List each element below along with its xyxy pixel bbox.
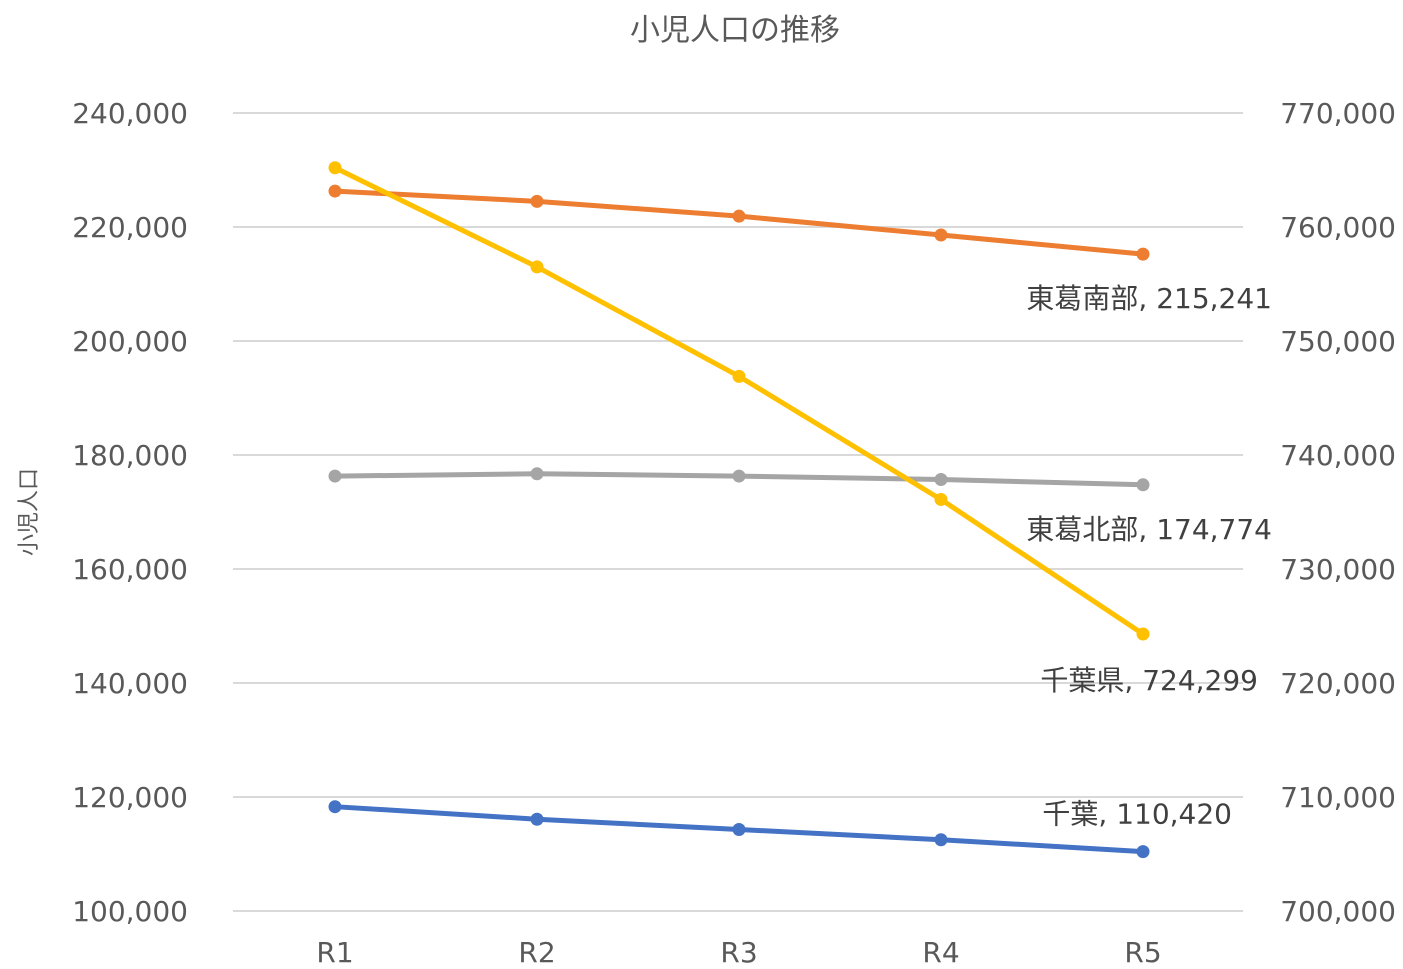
series-end-label: 東葛南部, 215,241 (1026, 282, 1272, 315)
series-line (332, 165, 1146, 637)
x-tick-label: R4 (922, 936, 959, 969)
data-point (1136, 247, 1150, 261)
data-point (530, 194, 544, 208)
data-point (732, 469, 746, 483)
x-tick-label: R1 (316, 936, 353, 969)
series-end-label: 千葉, 110,420 (1042, 798, 1232, 831)
x-tick-label: R5 (1124, 936, 1161, 969)
data-point (732, 822, 746, 836)
data-labels: 東葛南部, 215,241 東葛北部, 174,774 千葉, 110,420 千葉県… (1026, 282, 1272, 830)
series-layer (328, 161, 1150, 859)
gridlines (233, 112, 1243, 912)
series-end-label: 千葉県, 724,299 (1040, 664, 1258, 697)
data-point (530, 467, 544, 481)
chart-title: 小児人口の推移 (630, 13, 840, 48)
x-axis-ticks: R1 R2 R3 R4 R5 (316, 936, 1161, 969)
right-tick-label: 730,000 (1280, 553, 1396, 586)
right-tick-label: 750,000 (1280, 325, 1396, 358)
data-point (1136, 627, 1150, 641)
data-point (328, 469, 342, 483)
series-5-0 (328, 184, 1150, 261)
right-axis-ticks: 700,000 710,000 720,000 730,000 740,000 750,0… (1280, 97, 1396, 928)
data-point (934, 833, 948, 847)
data-point (732, 209, 746, 223)
series-5-1 (328, 467, 1150, 492)
series-right-5-3 (328, 161, 1150, 641)
data-point (732, 369, 746, 383)
left-axis-ticks: 100,000 120,000 140,000 160,000 180,000 200,0… (72, 97, 188, 928)
data-point (934, 492, 948, 506)
right-tick-label: 760,000 (1280, 211, 1396, 244)
data-point (328, 184, 342, 198)
data-point (328, 161, 342, 175)
left-tick-label: 140,000 (72, 667, 188, 700)
y-axis-label: 小児人口 (17, 468, 42, 556)
data-point (934, 228, 948, 242)
data-point (328, 800, 342, 814)
left-tick-label: 120,000 (72, 781, 188, 814)
x-tick-label: R2 (518, 936, 555, 969)
data-point (1136, 478, 1150, 492)
series-end-label: 東葛北部, 174,774 (1026, 513, 1272, 546)
right-tick-label: 770,000 (1280, 97, 1396, 130)
right-tick-label: 720,000 (1280, 667, 1396, 700)
data-point (530, 260, 544, 274)
left-tick-label: 160,000 (72, 553, 188, 586)
x-tick-label: R3 (720, 936, 757, 969)
left-tick-label: 180,000 (72, 439, 188, 472)
right-tick-label: 740,000 (1280, 439, 1396, 472)
data-point (530, 812, 544, 826)
data-point (1136, 845, 1150, 859)
left-tick-label: 100,000 (72, 895, 188, 928)
right-tick-label: 700,000 (1280, 895, 1396, 928)
data-point (934, 473, 948, 487)
left-tick-label: 200,000 (72, 325, 188, 358)
left-tick-label: 220,000 (72, 211, 188, 244)
right-tick-label: 710,000 (1280, 781, 1396, 814)
series-5-2 (328, 800, 1150, 859)
left-tick-label: 240,000 (72, 97, 188, 130)
